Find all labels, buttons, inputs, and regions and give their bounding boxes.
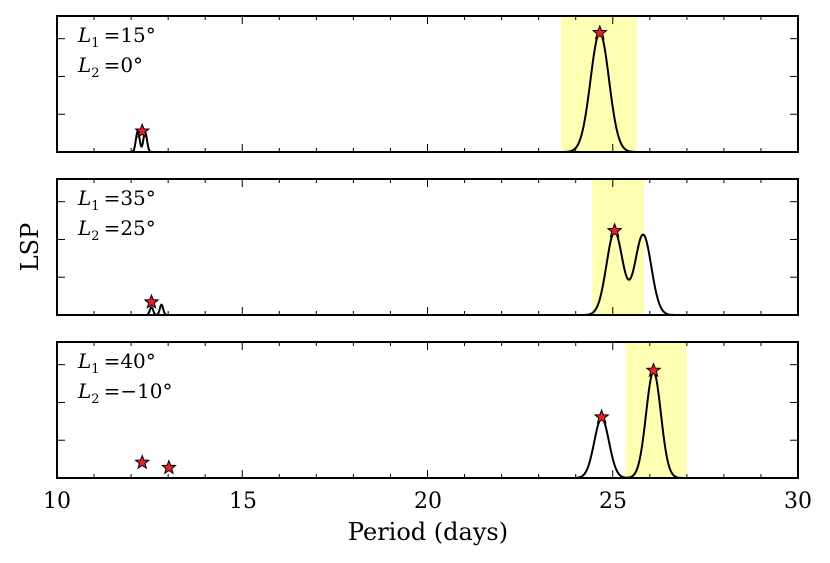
annotation-symbol: L	[77, 349, 91, 373]
peak-star-marker	[160, 459, 177, 475]
annotation-symbol: L	[77, 23, 91, 47]
peak-star-marker	[591, 24, 608, 40]
annotation-subscript: 1	[91, 199, 99, 214]
annotation-value: =0°	[104, 53, 143, 77]
annotation-subscript: 1	[91, 362, 99, 377]
annotation-symbol: L	[77, 53, 91, 77]
annotation-subscript: 2	[91, 392, 99, 407]
x-tick-label-10: 10	[43, 489, 71, 514]
peak-star-marker	[143, 293, 160, 309]
panel-3: L1 =40°L2 =−10°	[56, 341, 799, 479]
panels-layer: L1 =15°L2 =0°L1 =35°L2 =25°L1 =40°L2 =−10°	[56, 15, 799, 479]
y-axis-label: LSP	[16, 223, 44, 272]
peak-star-marker	[606, 222, 623, 238]
panel-2: L1 =35°L2 =25°	[56, 178, 799, 316]
x-tick-label-30: 30	[784, 489, 812, 514]
peak-star-marker	[593, 408, 610, 424]
highlight-band	[625, 342, 687, 478]
panel-annotation-line: L1 =15°	[77, 23, 156, 51]
annotation-subscript: 2	[91, 229, 99, 244]
annotation-symbol: L	[77, 216, 91, 240]
x-tick-label-15: 15	[229, 489, 257, 514]
annotation-value: =35°	[104, 186, 156, 210]
panel-annotation-line: L2 =0°	[77, 53, 143, 81]
annotation-subscript: 2	[91, 66, 99, 81]
annotation-value: =−10°	[104, 379, 173, 403]
x-axis-label: Period (days)	[348, 518, 508, 546]
peak-star-marker	[645, 362, 662, 378]
peak-star-marker	[134, 454, 151, 470]
panel-frame	[56, 178, 799, 316]
annotation-subscript: 1	[91, 36, 99, 51]
panel-annotation-line: L1 =40°	[77, 349, 156, 377]
panel-1: L1 =15°L2 =0°	[56, 15, 799, 153]
series-line	[57, 230, 798, 316]
annotation-value: =40°	[104, 349, 156, 373]
panel-annotation-line: L1 =35°	[77, 186, 156, 214]
x-tick-label-25: 25	[599, 489, 627, 514]
annotation-value: =25°	[104, 216, 156, 240]
annotation-value: =15°	[104, 23, 156, 47]
peak-star-marker	[134, 122, 151, 139]
annotation-symbol: L	[77, 186, 91, 210]
panel-annotation-line: L2 =−10°	[77, 379, 173, 407]
series-line	[57, 31, 798, 153]
highlight-band	[560, 16, 637, 152]
panel-annotation-line: L2 =25°	[77, 216, 156, 244]
panel-frame	[56, 15, 799, 153]
x-tick-label-20: 20	[414, 489, 442, 514]
annotation-symbol: L	[77, 379, 91, 403]
